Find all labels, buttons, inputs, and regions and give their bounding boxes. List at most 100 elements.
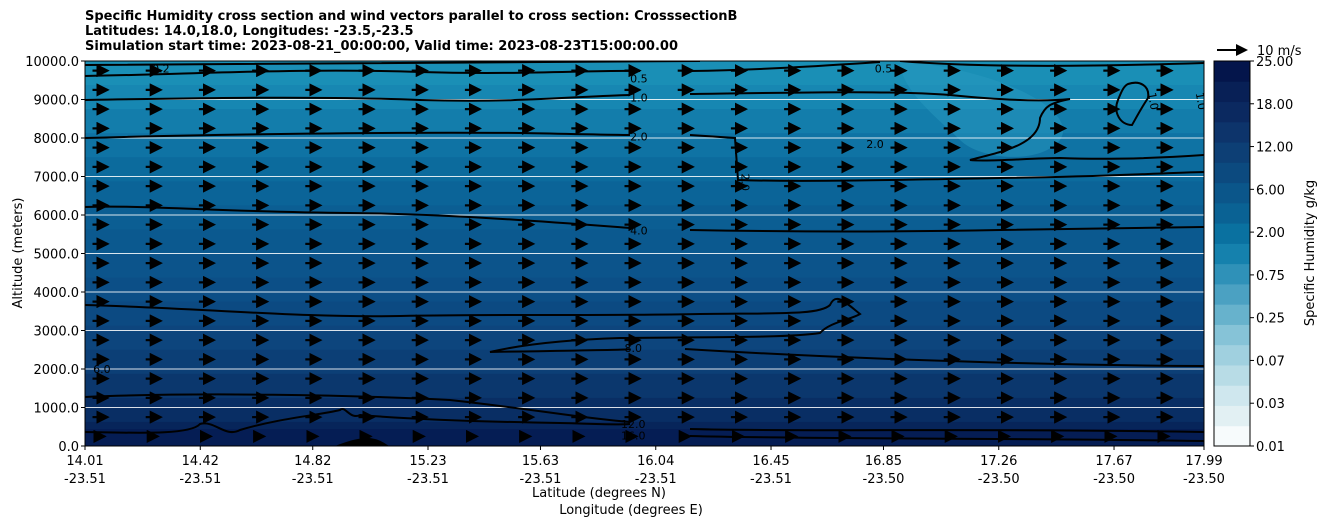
- humidity-band: [85, 229, 1204, 255]
- x-tick-label-lat: 17.99: [1185, 454, 1222, 469]
- colorbar-segment: [1214, 162, 1250, 184]
- contour-line-4.0: [85, 205, 1204, 233]
- quiver-key: 10 m/s: [1217, 44, 1302, 59]
- colorbar-tick-label: 18.00: [1256, 98, 1293, 113]
- contour-label: 0.5: [630, 72, 648, 85]
- contour-label: 16.0: [621, 430, 646, 443]
- humidity-contour-lines: [85, 61, 1204, 442]
- colorbar-tick-label: 0.75: [1256, 269, 1285, 284]
- colorbar-segment: [1214, 304, 1250, 325]
- colorbar-segment: [1214, 283, 1250, 305]
- chart-title: Specific Humidity cross section and wind…: [85, 9, 737, 54]
- plot-area: 0.2 0.5 0.5 1.0 1.0 1.0 2.0 2.0 2.0 4.0 8.0 12.016.…: [85, 61, 1209, 446]
- humidity-band: [85, 181, 1204, 207]
- x-tick-label-lon: -23.50: [1093, 472, 1135, 487]
- colorbar-segment: [1214, 385, 1250, 406]
- y-tick-label: 4000.0: [34, 286, 80, 301]
- colorbar-tick-label: 2.00: [1256, 226, 1285, 241]
- x-tick-label-lat: 17.67: [1095, 454, 1132, 469]
- contour-label: 4.0: [630, 224, 648, 237]
- colorbar-segment: [1214, 142, 1250, 163]
- x-tick-label-lat: 16.85: [865, 454, 902, 469]
- colorbar-segment: [1214, 405, 1250, 427]
- colorbar: 0.01 0.03 0.07 0.25 0.75 2.00 6.00 12.00 18.00 25…: [1213, 55, 1293, 455]
- humidity-band: [85, 253, 1204, 279]
- wind-vectors: [92, 64, 1174, 443]
- contour-line-2.0: [85, 131, 1204, 182]
- x-tick-label-lon: -23.50: [863, 472, 905, 487]
- x-axis-label-latitude: Latitude (degrees N): [532, 486, 666, 501]
- x-axis: 14.01 -23.51 14.42 -23.51 14.82 -23.51 15.23 -2…: [64, 446, 1225, 487]
- y-tick-label: 1000.0: [34, 402, 80, 417]
- contour-label: 2.0: [739, 174, 752, 192]
- gridlines: [85, 99, 1204, 408]
- x-tick-label-lat: 15.23: [409, 454, 446, 469]
- y-tick-label: 3000.0: [34, 325, 80, 340]
- y-tick-label: 8000.0: [34, 132, 80, 147]
- y-tick-label: 9000.0: [34, 94, 80, 109]
- colorbar-tick-label: 0.25: [1256, 312, 1285, 327]
- x-tick-label-lat: 15.63: [522, 454, 559, 469]
- x-tick-label-lon: -23.51: [292, 472, 334, 487]
- colorbar-segment: [1214, 263, 1250, 285]
- contour-label: 1.0: [630, 92, 648, 105]
- humidity-band: [85, 397, 1204, 423]
- x-tick-label-lon: -23.51: [407, 472, 449, 487]
- contour-label: 8.0: [625, 342, 643, 355]
- colorbar-segment: [1214, 121, 1250, 143]
- contour-label: 1.0: [1145, 91, 1161, 110]
- x-axis-label-longitude: Longitude (degrees E): [559, 503, 703, 518]
- dry-region: [900, 61, 1064, 157]
- colorbar-tick-label: 0.01: [1256, 440, 1285, 455]
- colorbar-segment: [1214, 425, 1250, 447]
- humidity-band: [85, 109, 1204, 135]
- title-line-3: Simulation start time: 2023-08-21_00:00:…: [85, 39, 678, 54]
- title-line-1: Specific Humidity cross section and wind…: [85, 9, 738, 24]
- quiver-key-label: 10 m/s: [1257, 44, 1302, 59]
- humidity-band: [85, 349, 1204, 375]
- y-tick-label: 0.0: [58, 440, 79, 455]
- colorbar-segment: [1214, 344, 1250, 366]
- humidity-filled-contours: [85, 61, 1204, 446]
- x-tick-label-lat: 16.04: [637, 454, 674, 469]
- colorbar-tick-label: 25.00: [1256, 55, 1293, 70]
- colorbar-tick-label: 12.00: [1256, 141, 1293, 156]
- x-tick-label-lat: 16.45: [752, 454, 789, 469]
- colorbar-tick-label: 0.03: [1256, 397, 1285, 412]
- colorbar-segment: [1214, 61, 1250, 82]
- x-tick-label-lon: -23.51: [64, 472, 106, 487]
- x-tick-label-lon: -23.50: [978, 472, 1020, 487]
- colorbar-segment: [1214, 182, 1250, 204]
- colorbar-segment: [1214, 202, 1250, 224]
- colorbar-segment: [1214, 324, 1250, 346]
- humidity-band: [85, 205, 1204, 231]
- x-tick-label-lat: 17.26: [980, 454, 1017, 469]
- contour-line-1.0: [85, 91, 1204, 162]
- y-tick-label: 6000.0: [34, 209, 80, 224]
- x-tick-label-lon: -23.51: [635, 472, 677, 487]
- x-tick-label-lon: -23.51: [179, 472, 221, 487]
- colorbar-frame: [1213, 60, 1251, 447]
- colorbar-segment: [1214, 364, 1250, 386]
- contour-label: 12.0: [621, 418, 646, 431]
- colorbar-label: Specific Humidity g/kg: [1303, 180, 1318, 326]
- contour-label: 2.0: [630, 130, 648, 143]
- contour-label: 2.0: [866, 138, 884, 151]
- x-tick-label-lat: 14.42: [182, 454, 219, 469]
- contour-label: 1.0: [1193, 91, 1209, 110]
- contour-line-1.0-loop: [1115, 81, 1150, 127]
- contour-label: 0.2: [152, 63, 170, 76]
- colorbar-segment: [1214, 223, 1250, 244]
- x-tick-label-lat: 14.82: [294, 454, 331, 469]
- y-tick-label: 2000.0: [34, 363, 80, 378]
- x-tick-label-lat: 14.01: [66, 454, 103, 469]
- x-tick-label-lon: -23.51: [520, 472, 562, 487]
- y-axis: 0.0 1000.0 2000.0 3000.0 4000.0 5000.0 6000.0 7…: [25, 55, 85, 455]
- contour-label: 6.0: [93, 363, 111, 376]
- title-line-2: Latitudes: 14.0,18.0, Longitudes: -23.5,…: [85, 24, 414, 39]
- humidity-band: [85, 277, 1204, 303]
- y-tick-label: 10000.0: [25, 55, 79, 70]
- x-tick-label-lon: -23.50: [1183, 472, 1225, 487]
- contour-labels: 0.2 0.5 0.5 1.0 1.0 1.0 2.0 2.0 2.0 4.0 8.0 12.016.…: [93, 63, 1209, 443]
